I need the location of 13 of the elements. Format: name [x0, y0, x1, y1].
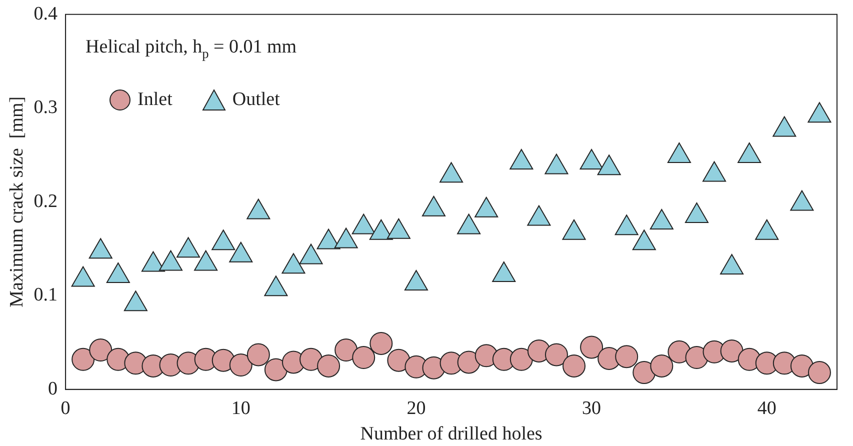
legend-label: Inlet	[138, 89, 172, 112]
x-tick-label: 40	[757, 398, 776, 419]
y-tick-label: 0.4	[34, 3, 58, 24]
x-tick-label: 10	[231, 398, 250, 419]
y-tick-label: 0.2	[34, 190, 58, 212]
y-tick-label: 0.1	[34, 284, 58, 306]
x-tick-label: 20	[406, 398, 426, 419]
x-tick-label: 30	[582, 398, 602, 419]
y-tick-label: 0.3	[34, 97, 58, 118]
y-axis-title: Maximum crack size [mm]	[6, 96, 28, 308]
legend-label: Outlet	[232, 89, 280, 112]
x-axis-title: Number of drilled holes	[360, 424, 542, 445]
y-tick-label: 0	[48, 378, 58, 400]
